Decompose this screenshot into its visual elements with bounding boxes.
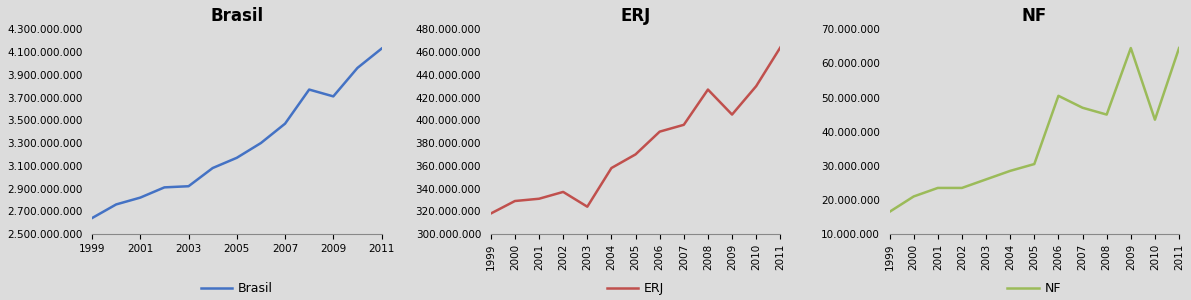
Legend: Brasil: Brasil [195,277,278,300]
Title: NF: NF [1022,7,1047,25]
Legend: NF: NF [1003,277,1066,300]
Title: ERJ: ERJ [621,7,650,25]
Legend: ERJ: ERJ [601,277,669,300]
Title: Brasil: Brasil [211,7,263,25]
